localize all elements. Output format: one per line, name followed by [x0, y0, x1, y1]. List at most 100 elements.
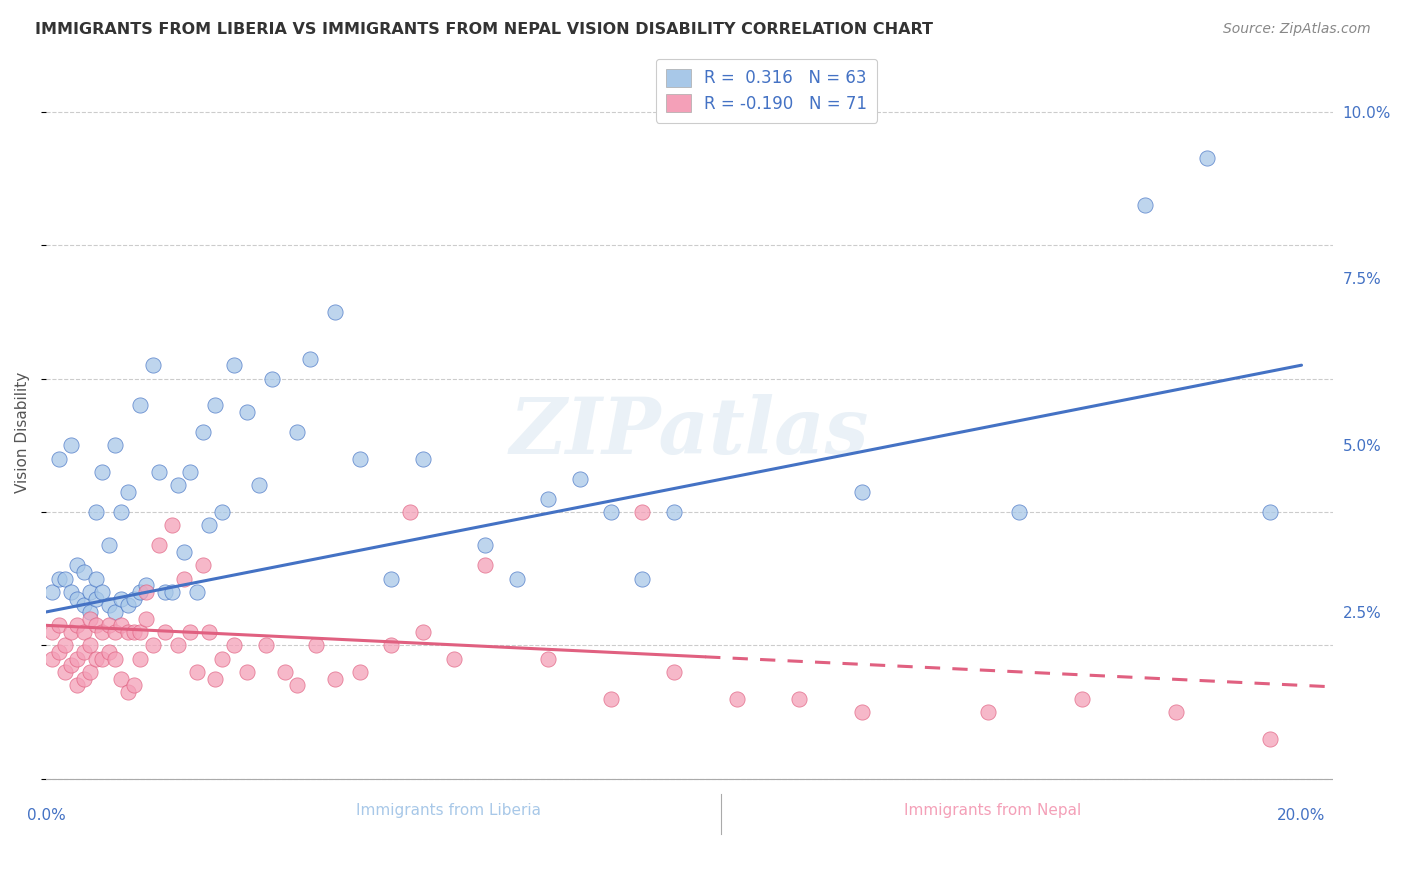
Point [104, 625, 127, 640]
Text: Immigrants from Liberia: Immigrants from Liberia [356, 803, 541, 818]
Point [285, 425, 308, 439]
Point [160, 585, 183, 599]
Point [851, 484, 873, 499]
Point [631, 505, 654, 519]
Point [66, 591, 89, 606]
Text: Immigrants from Nepal: Immigrants from Nepal [904, 803, 1081, 818]
Point [1070, 691, 1092, 706]
Point [198, 625, 221, 640]
Point [474, 538, 496, 552]
Point [142, 358, 165, 372]
Point [117, 599, 139, 613]
Point [91, 585, 114, 599]
Point [191, 425, 214, 439]
Point [110, 591, 132, 606]
Point [443, 651, 465, 665]
Point [72, 672, 94, 686]
Point [725, 691, 748, 706]
Point [474, 558, 496, 573]
Point [135, 578, 157, 592]
Text: IMMIGRANTS FROM LIBERIA VS IMMIGRANTS FROM NEPAL VISION DISABILITY CORRELATION C: IMMIGRANTS FROM LIBERIA VS IMMIGRANTS FR… [35, 22, 934, 37]
Point [273, 665, 295, 679]
Point [72, 599, 94, 613]
Point [155, 625, 177, 640]
Point [142, 638, 165, 652]
Point [60, 658, 83, 673]
Point [380, 638, 402, 652]
Point [53, 572, 76, 586]
Point [135, 612, 157, 626]
Point [84, 651, 107, 665]
Point [129, 625, 152, 640]
Point [66, 651, 89, 665]
Point [117, 685, 139, 699]
Point [211, 505, 233, 519]
Point [380, 572, 402, 586]
Point [204, 672, 226, 686]
Point [787, 691, 810, 706]
Point [135, 585, 157, 599]
Point [1133, 198, 1156, 212]
Point [60, 585, 83, 599]
Point [631, 572, 654, 586]
Point [97, 618, 120, 632]
Point [204, 398, 226, 412]
Point [41, 651, 63, 665]
Point [72, 625, 94, 640]
Point [72, 565, 94, 579]
Point [79, 605, 101, 619]
Point [117, 625, 139, 640]
Point [1258, 731, 1281, 746]
Legend: R =  0.316   N = 63, R = -0.190   N = 71: R = 0.316 N = 63, R = -0.190 N = 71 [657, 59, 877, 123]
Point [537, 491, 560, 506]
Point [72, 645, 94, 659]
Point [260, 371, 283, 385]
Point [48, 645, 70, 659]
Point [91, 465, 114, 479]
Point [285, 678, 308, 692]
Point [186, 665, 208, 679]
Point [236, 665, 259, 679]
Point [349, 665, 371, 679]
Point [412, 625, 434, 640]
Point [568, 472, 591, 486]
Point [41, 625, 63, 640]
Point [104, 438, 127, 452]
Point [129, 585, 152, 599]
Point [84, 618, 107, 632]
Point [60, 438, 83, 452]
Point [122, 625, 145, 640]
Y-axis label: Vision Disability: Vision Disability [15, 371, 30, 492]
Point [179, 625, 201, 640]
Point [166, 478, 188, 492]
Point [600, 691, 623, 706]
Point [66, 618, 89, 632]
Point [179, 465, 201, 479]
Point [110, 618, 132, 632]
Point [79, 612, 101, 626]
Point [97, 599, 120, 613]
Point [976, 705, 998, 719]
Point [66, 678, 89, 692]
Point [399, 505, 422, 519]
Point [97, 538, 120, 552]
Point [662, 665, 685, 679]
Text: ZIPatlas: ZIPatlas [510, 393, 869, 470]
Point [129, 398, 152, 412]
Point [349, 451, 371, 466]
Point [1008, 505, 1031, 519]
Point [298, 351, 321, 366]
Point [166, 638, 188, 652]
Point [84, 505, 107, 519]
Point [224, 638, 246, 652]
Point [104, 651, 127, 665]
Point [129, 651, 152, 665]
Point [186, 585, 208, 599]
Point [148, 465, 170, 479]
Point [236, 405, 259, 419]
Text: Source: ZipAtlas.com: Source: ZipAtlas.com [1223, 22, 1371, 37]
Point [60, 625, 83, 640]
Point [91, 651, 114, 665]
Point [53, 638, 76, 652]
Point [79, 665, 101, 679]
